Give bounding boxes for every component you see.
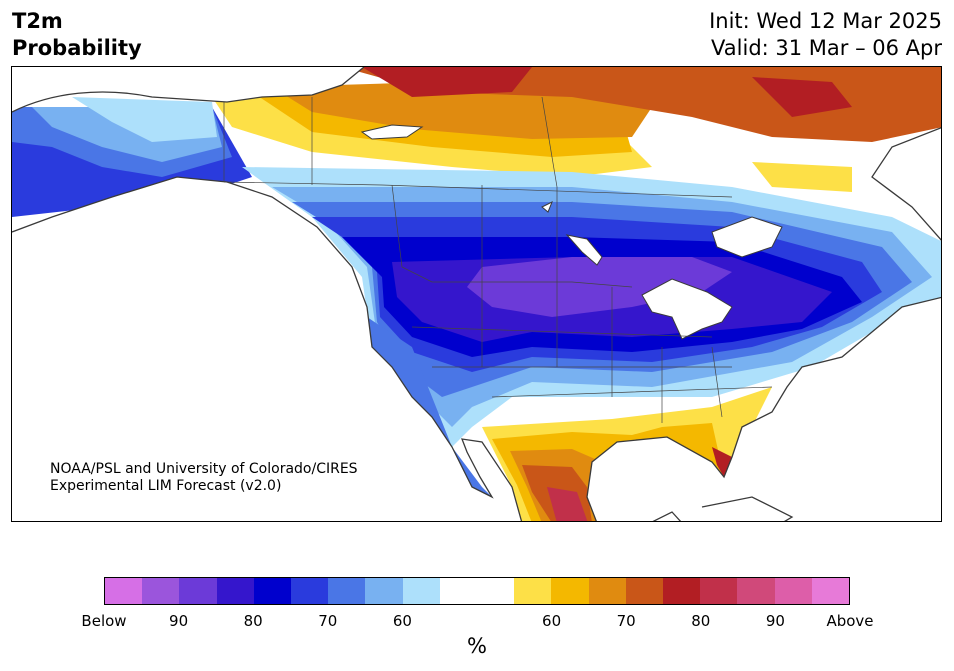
title-line-2: Probability [12,36,142,60]
colorbar-tick-label: 90 [169,612,189,630]
colorbar-swatch [253,578,292,604]
colorbar-tick-label: 90 [765,612,785,630]
colorbar-tick-label: Above [826,612,874,630]
probability-colorbar [104,577,850,605]
colorbar-tick-label: 80 [691,612,711,630]
probability-fields [12,67,941,521]
colorbar-tick-label: 60 [542,612,562,630]
colorbar-tick-label: 70 [616,612,636,630]
north-america-map [12,67,941,521]
credit-text: NOAA/PSL and University of Colorado/CIRE… [50,461,358,495]
colorbar-swatch [588,578,626,604]
colorbar-swatch [328,578,366,604]
colorbar-swatch [625,578,664,604]
init-date: Init: Wed 12 Mar 2025 [709,9,942,33]
colorbar-tick-label: 80 [243,612,263,630]
credit-line-2: Experimental LIM Forecast (v2.0) [50,478,282,494]
title-line-1: T2m [12,9,63,33]
colorbar-swatch [811,578,850,604]
colorbar-swatch [774,578,812,604]
colorbar-swatch [663,578,701,604]
forecast-dates: Init: Wed 12 Mar 2025 Valid: 31 Mar – 06… [709,8,942,62]
colorbar-tick-label: 70 [318,612,338,630]
colorbar-ticks: Below 90 80 70 60 60 70 80 90 Above [0,612,954,632]
chart-title: T2m Probability [12,8,142,62]
colorbar-swatch [737,578,775,604]
colorbar-swatch [402,578,440,604]
colorbar-swatch [142,578,180,604]
colorbar-tick-label: Below [81,612,127,630]
colorbar-swatch [291,578,329,604]
coastlines [12,67,941,521]
colorbar-swatch [216,578,254,604]
colorbar-unit: % [467,634,487,658]
colorbar-swatch [700,578,738,604]
colorbar-swatch [551,578,589,604]
colorbar-swatch [105,578,143,604]
colorbar-swatch [477,578,515,604]
colorbar-swatch [365,578,403,604]
colorbar-swatch [179,578,217,604]
valid-range: Valid: 31 Mar – 06 Apr [711,36,942,60]
colorbar-swatch [439,578,478,604]
probability-map: NOAA/PSL and University of Colorado/CIRE… [11,66,942,522]
colorbar-tick-label: 60 [392,612,412,630]
state-borders [223,96,773,423]
lakes [360,124,783,340]
credit-line-1: NOAA/PSL and University of Colorado/CIRE… [50,461,358,477]
colorbar-swatch [514,578,552,604]
